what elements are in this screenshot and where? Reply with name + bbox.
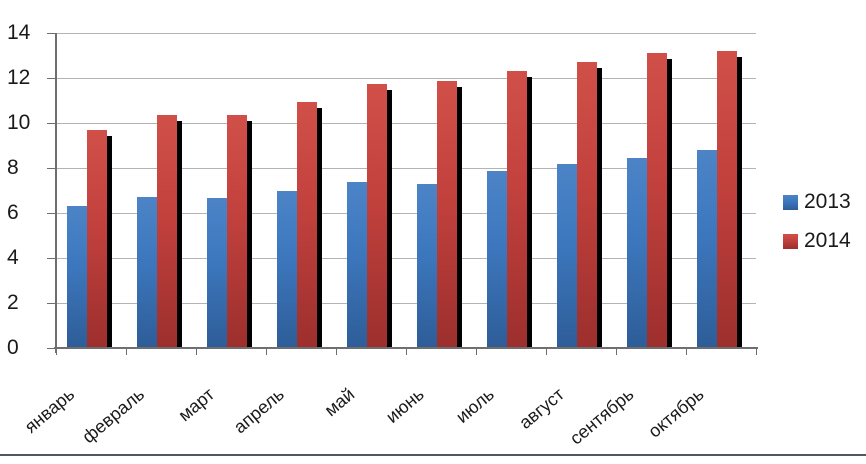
x-axis-tick — [196, 348, 197, 355]
y-axis-tick — [47, 77, 56, 79]
legend-item-2013: 2013 — [783, 190, 851, 214]
gridline-10 — [56, 122, 756, 124]
y-axis-tick — [47, 302, 56, 304]
y-axis-label: 8 — [7, 156, 19, 179]
x-category-label-май: май — [320, 384, 358, 421]
bar-2013-февраль — [137, 197, 157, 348]
gridline-4 — [56, 257, 756, 259]
y-axis-tick — [47, 122, 56, 124]
x-axis-tick — [756, 348, 757, 355]
gridline-12 — [56, 77, 756, 79]
gridline-8 — [56, 167, 756, 169]
legend-label-2014: 2014 — [804, 229, 851, 252]
bar-2014-август — [577, 62, 597, 348]
bottom-divider-line — [0, 454, 866, 456]
y-axis-label: 0 — [7, 336, 19, 359]
bar-2014-март — [227, 115, 247, 348]
x-axis-tick — [616, 348, 617, 355]
legend-swatch-2014 — [783, 233, 798, 249]
x-category-label-июнь: июнь — [382, 384, 428, 427]
x-axis-tick — [476, 348, 477, 355]
bar-shadow-февраль — [177, 121, 182, 348]
bar-2013-август — [557, 163, 577, 348]
x-axis-tick — [336, 348, 337, 355]
x-axis-line — [54, 347, 758, 349]
bar-2013-сентябрь — [627, 157, 647, 348]
x-axis-tick — [686, 348, 687, 355]
legend-label-2013: 2013 — [804, 190, 851, 213]
gridline-14 — [56, 32, 756, 34]
bar-2014-сентябрь — [647, 53, 667, 348]
y-axis-label: 6 — [7, 201, 19, 224]
legend-item-2014: 2014 — [783, 229, 851, 253]
bar-shadow-апрель — [317, 107, 322, 348]
y-axis-label: 10 — [7, 111, 31, 134]
bar-shadow-сентябрь — [667, 59, 672, 348]
bar-shadow-август — [597, 68, 602, 348]
bar-shadow-июль — [527, 77, 532, 348]
y-axis-label: 4 — [7, 246, 19, 269]
x-category-label-январь: январь — [20, 384, 78, 437]
y-axis-tick — [47, 257, 56, 259]
bar-2013-июнь — [417, 183, 437, 348]
bar-2014-июнь — [437, 81, 457, 348]
x-category-label-октябрь: октябрь — [644, 384, 708, 442]
x-category-label-сентябрь: сентябрь — [566, 384, 638, 449]
y-axis-tick — [47, 347, 56, 349]
y-axis-tick — [47, 32, 56, 34]
bar-2013-май — [347, 181, 367, 348]
x-category-label-апрель: апрель — [229, 384, 288, 438]
gridline-6 — [56, 212, 756, 214]
bar-2014-апрель — [297, 101, 317, 348]
x-category-label-март: март — [174, 384, 218, 426]
bar-2014-май — [367, 83, 387, 348]
bar-2013-март — [207, 198, 227, 348]
y-axis-label: 14 — [7, 21, 31, 44]
x-category-label-август: август — [515, 384, 568, 433]
bar-2013-январь — [67, 206, 87, 348]
bar-shadow-март — [247, 121, 252, 348]
y-axis-label: 2 — [7, 291, 19, 314]
bar-shadow-октябрь — [737, 57, 742, 348]
legend-swatch-2013 — [783, 194, 798, 210]
bar-2014-октябрь — [717, 51, 737, 348]
x-category-label-июль: июль — [452, 384, 498, 427]
gridline-2 — [56, 302, 756, 304]
bar-2014-июль — [507, 71, 527, 348]
bar-2013-июль — [487, 171, 507, 348]
y-axis-label: 12 — [7, 66, 31, 89]
bar-2013-октябрь — [697, 150, 717, 348]
bar-shadow-май — [387, 89, 392, 348]
legend: 2013 2014 — [783, 190, 851, 253]
bar-shadow-январь — [107, 135, 112, 348]
x-axis-tick — [406, 348, 407, 355]
bar-shadow-июнь — [457, 87, 462, 348]
x-axis-tick — [126, 348, 127, 355]
x-axis-tick — [266, 348, 267, 355]
y-axis-line — [55, 33, 57, 353]
y-axis-tick — [47, 212, 56, 214]
x-category-label-февраль: февраль — [78, 384, 148, 448]
bar-2014-февраль — [157, 115, 177, 348]
y-axis-tick — [47, 167, 56, 169]
bar-2013-апрель — [277, 190, 297, 348]
bar-2014-январь — [87, 129, 107, 348]
x-axis-tick — [546, 348, 547, 355]
